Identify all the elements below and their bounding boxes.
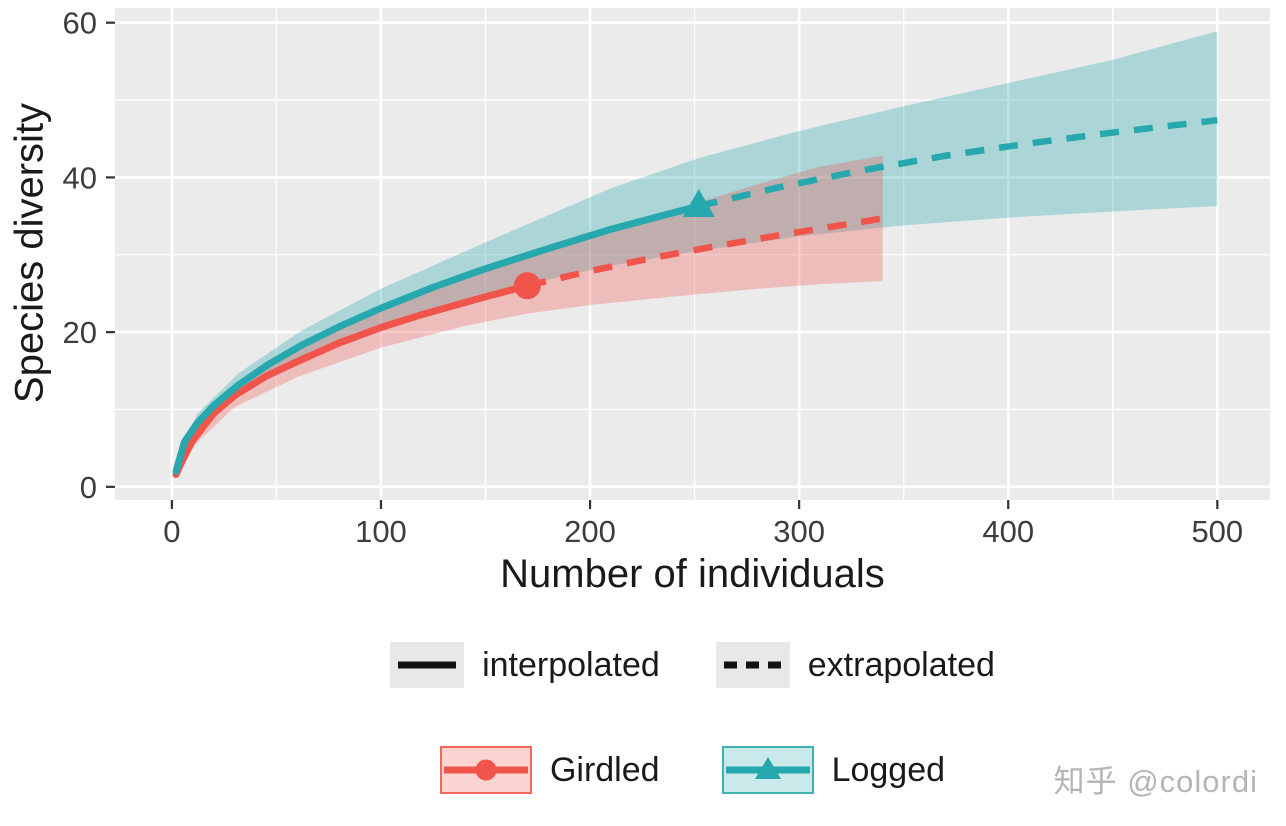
x-axis-title: Number of individuals	[500, 552, 885, 596]
plot-area: 0 100 200 300 400 500 0 20 40 60	[63, 6, 1270, 549]
interpolated-line-key-icon	[390, 642, 465, 688]
logged-key-icon	[721, 746, 814, 794]
svg-text:100: 100	[355, 514, 407, 549]
watermark: 知乎 @colordi	[1053, 764, 1258, 799]
interpolated-label: interpolated	[482, 646, 660, 684]
svg-text:0: 0	[80, 470, 97, 505]
legend-item-girdled: Girdled	[439, 746, 660, 794]
legend-item-logged: Logged	[721, 746, 946, 794]
svg-text:60: 60	[63, 6, 97, 41]
extrapolated-label: extrapolated	[807, 646, 995, 684]
linetype-legend: interpolated extrapolated	[115, 642, 1270, 688]
svg-text:300: 300	[773, 514, 825, 549]
svg-text:20: 20	[63, 315, 97, 350]
logged-label: Logged	[831, 751, 946, 789]
girdled-label: Girdled	[549, 751, 660, 789]
svg-text:40: 40	[63, 160, 97, 195]
legend-item-extrapolated: extrapolated	[715, 642, 995, 688]
svg-text:400: 400	[982, 514, 1034, 549]
svg-text:200: 200	[564, 514, 616, 549]
girdled-key-icon	[439, 746, 532, 794]
svg-text:0: 0	[163, 514, 180, 549]
legend-item-interpolated: interpolated	[390, 642, 660, 688]
extrapolated-line-key-icon	[715, 642, 790, 688]
series-legend: Girdled Logged	[115, 746, 1270, 794]
y-axis-title: Species diversity	[7, 102, 52, 404]
svg-text:500: 500	[1191, 514, 1243, 549]
